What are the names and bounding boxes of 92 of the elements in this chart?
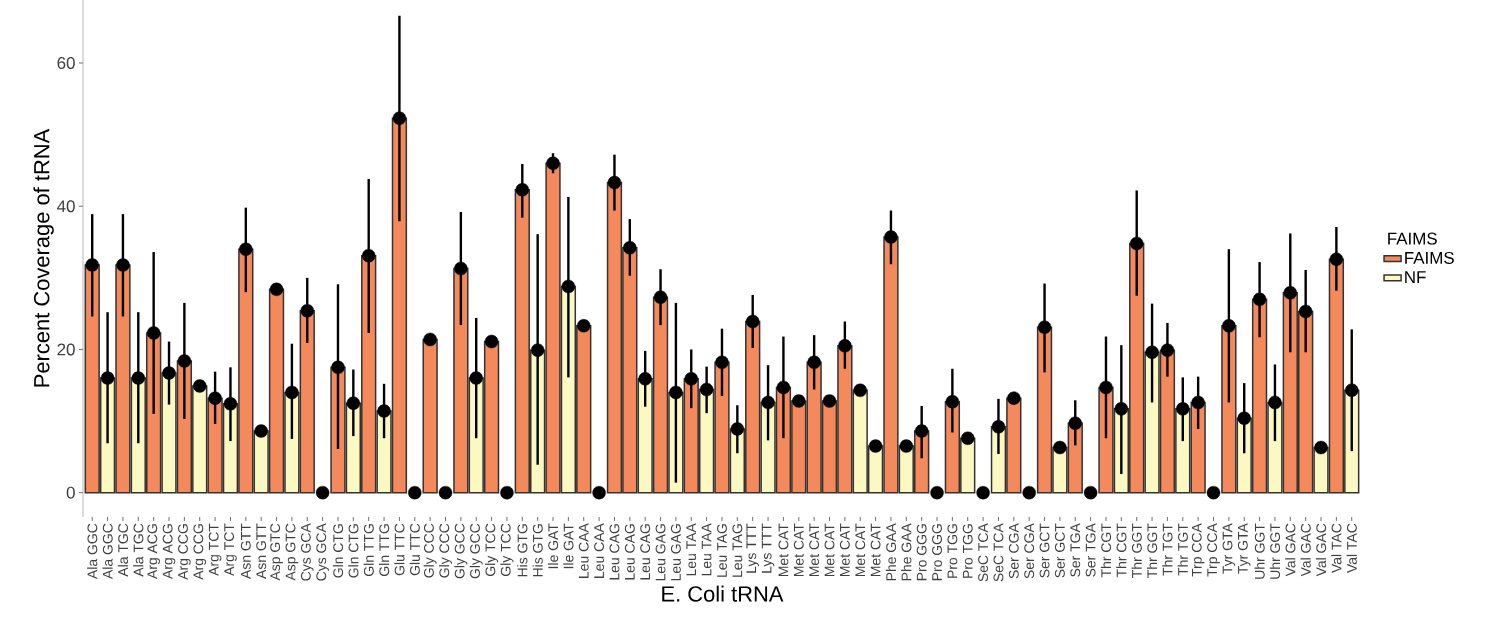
x-tick-label: Glu TTC — [409, 523, 420, 576]
legend-title: FAIMS — [1388, 232, 1437, 245]
x-tick-label: Met CAT — [870, 523, 881, 577]
x-tick-label: Thr CGT — [1100, 523, 1112, 578]
x-tick-label: Ala GGC — [102, 523, 113, 579]
x-tick-label: Leu CAA — [594, 523, 605, 578]
x-tick-label: Arg CCG — [193, 524, 207, 580]
x-tick-label: Thr TGT — [1162, 523, 1173, 576]
x-tick-label: Ile GAT — [563, 523, 574, 569]
x-tick-label: Gly TCC — [500, 523, 514, 576]
x-tick-label: Arg ACG — [162, 524, 176, 579]
x-tick-label: Arg TCT — [224, 523, 237, 576]
x-tick-label: Glu TTC — [394, 523, 405, 576]
x-tick-label: Met CAT — [839, 523, 850, 577]
x-tick-label: Met CAT — [855, 523, 866, 577]
y-tick-label: 60 — [57, 57, 75, 70]
x-tick-label: Met CAT — [809, 523, 820, 577]
x-tick-label: Thr TGT — [1177, 523, 1188, 576]
x-tick-label: Pro TGG — [947, 524, 958, 578]
x-tick-label: Leu CAG — [609, 524, 620, 580]
x-tick-label: Val GAC — [1285, 523, 1296, 577]
x-tick-label: Val GAC — [1300, 523, 1311, 577]
x-tick-label: Met CAT — [778, 523, 789, 577]
x-tick-label: Tyr GTA — [1237, 523, 1251, 574]
x-tick-label: Val GAC — [1315, 523, 1327, 577]
y-tick-label: 40 — [57, 200, 75, 213]
x-tick-label: Gly CCC — [438, 523, 452, 578]
x-tick-label: Pro TGG — [962, 524, 973, 578]
x-tick-label: Gln TTG — [363, 524, 374, 576]
x-tick-label: Leu TAG — [732, 524, 743, 577]
x-tick-label: Trp CCA — [1191, 523, 1205, 577]
y-tick-label: 0 — [66, 486, 75, 499]
x-tick-label: Pro GGG — [916, 524, 927, 581]
x-tick-label: Lys TTT — [761, 523, 775, 573]
x-tick-label: Gln TTG — [378, 524, 390, 576]
x-tick-label: Cys GCA — [300, 523, 314, 581]
x-tick-label: Ser CGA — [1024, 523, 1035, 579]
x-tick-label: SeC TCA — [993, 523, 1004, 582]
x-tick-label: Ala TGC — [117, 523, 129, 577]
x-tick-label: Arg TCT — [208, 523, 222, 576]
x-tick-label: Asp GTC — [270, 523, 283, 581]
x-tick-label: Ser GCT — [1054, 523, 1065, 578]
x-axis-title: E. Coli tRNA — [662, 585, 784, 602]
x-tick-label: Leu GAG — [655, 524, 666, 581]
x-tick-label: Leu GAG — [670, 524, 681, 581]
x-tick-label: Leu TAG — [717, 524, 727, 577]
x-tick-label: Gly GCC — [469, 523, 483, 579]
x-tick-label: Pro GGG — [932, 524, 942, 581]
x-tick-label: Ser GCT — [1039, 523, 1050, 578]
x-tick-label: Gln CTG — [332, 524, 344, 578]
x-tick-label: Arg CCG — [178, 524, 191, 580]
x-tick-label: Cys GCA — [316, 523, 329, 581]
x-tick-label: Trp CCA — [1207, 523, 1220, 577]
x-tick-label: Leu TAA — [686, 523, 697, 576]
x-tick-label: Asn GTT — [256, 523, 267, 579]
x-tick-label: Phe GAA — [901, 523, 912, 581]
x-tick-label: Leu CAG — [624, 524, 635, 580]
x-tick-label: SeC TCA — [978, 523, 989, 582]
x-tick-label: Thr GGT — [1131, 523, 1142, 578]
legend-label: NF — [1405, 271, 1426, 283]
x-tick-label: Met CAT — [824, 523, 835, 577]
legend-label: FAIMS — [1405, 251, 1454, 264]
x-tick-label: Leu TAA — [701, 523, 712, 576]
x-tick-label: Uhr GGT — [1269, 523, 1281, 579]
y-tick-label: 20 — [57, 343, 75, 356]
x-tick-label: Asn GTT — [240, 523, 251, 579]
y-axis-title: Percent Coverage of tRNA — [33, 128, 54, 387]
x-tick-label: Arg ACG — [147, 524, 160, 579]
x-tick-label: Gly GCC — [454, 523, 468, 579]
x-tick-label: Ala GGC — [87, 523, 98, 579]
x-tick-label: Met CAT — [793, 523, 804, 577]
x-tick-label: Leu CAA — [578, 523, 589, 578]
x-tick-label: Lys TTT — [746, 523, 759, 573]
x-tick-label: Val TAC — [1346, 523, 1357, 573]
x-tick-label: His GTG — [517, 524, 528, 577]
x-tick-label: Ser CGA — [1008, 523, 1019, 579]
x-tick-label: Thr CGT — [1116, 523, 1127, 578]
x-tick-label: Ser TGA — [1085, 523, 1096, 577]
x-tick-label: Thr GGT — [1146, 523, 1158, 578]
x-tick-label: Ala TGC — [133, 523, 144, 577]
x-tick-label: Gly CCC — [423, 523, 437, 578]
x-tick-label: Phe GAA — [885, 523, 897, 581]
x-tick-label: Gln CTG — [348, 524, 359, 578]
x-tick-label: Ser TGA — [1070, 523, 1081, 577]
x-tick-label: Val TAC — [1331, 523, 1342, 573]
x-tick-label: Tyr GTA — [1222, 523, 1236, 574]
x-tick-label: Ile GAT — [547, 523, 559, 569]
x-tick-label: His GTG — [532, 524, 543, 577]
x-tick-label: Asp GTC — [285, 523, 299, 581]
x-tick-label: Leu CAG — [640, 524, 651, 580]
x-tick-label: Uhr GGT — [1254, 523, 1265, 579]
x-tick-label: Gly TCC — [485, 523, 499, 576]
